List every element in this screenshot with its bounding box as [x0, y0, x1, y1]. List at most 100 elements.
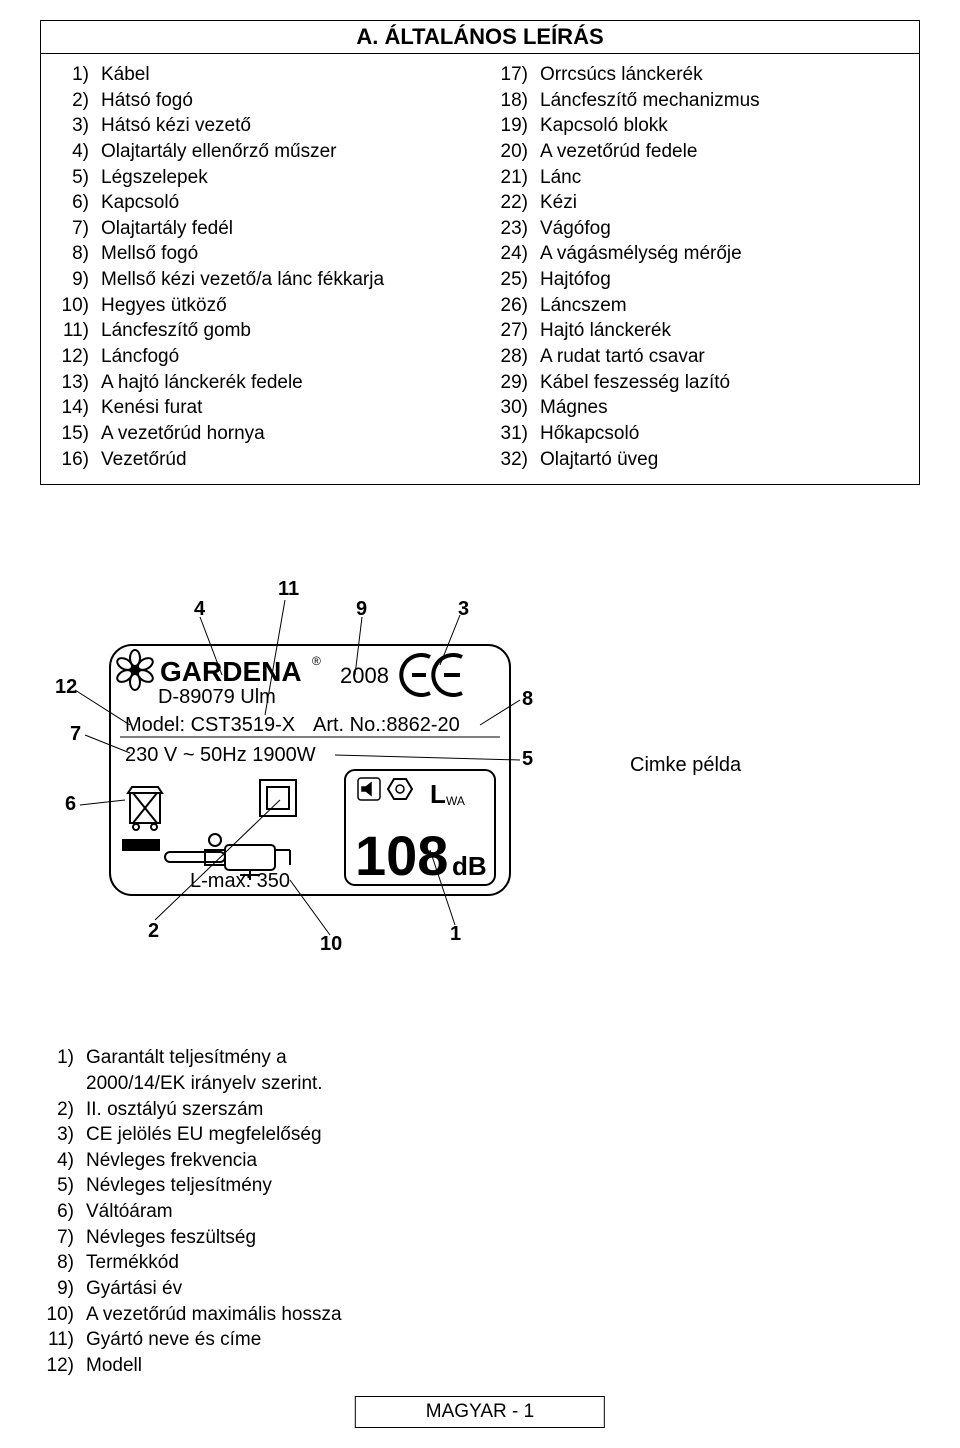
list-item-number: 25): [494, 267, 540, 293]
list-item-label: Lánc: [540, 165, 905, 191]
list-item-label: A vágásmélység mérője: [540, 241, 905, 267]
label-artno: Art. No.:8862-20: [313, 714, 460, 736]
list-item-label: Orrcsúcs lánckerék: [540, 62, 905, 88]
label-model: Model: CST3519-X: [125, 714, 295, 736]
list-item-label: II. osztályú szerszám: [86, 1097, 920, 1123]
list-item: 1)Garantált teljesítmény a2000/14/EK irá…: [40, 1045, 920, 1096]
list-item: 3)CE jelölés EU megfelelőség: [40, 1122, 920, 1148]
list-item-number: 9): [40, 1276, 86, 1302]
list-item: 8)Termékkód: [40, 1250, 920, 1276]
list-item-number: 29): [494, 370, 540, 396]
callout-3: 3: [458, 598, 469, 620]
list-item-number: 10): [55, 293, 101, 319]
list-item-number: 28): [494, 344, 540, 370]
callout-10: 10: [320, 933, 342, 955]
list-item: 16)Vezetőrúd: [55, 447, 466, 473]
list-item-number: 14): [55, 395, 101, 421]
list-item-label: Olajtartály ellenőrző műszer: [101, 139, 466, 165]
list-item: 29)Kábel feszesség lazító: [494, 370, 905, 396]
list-item-number: 24): [494, 241, 540, 267]
list-item-number: 20): [494, 139, 540, 165]
list-item: 30)Mágnes: [494, 395, 905, 421]
list-item-label: Kábel feszesség lazító: [540, 370, 905, 396]
list-item-label: Névleges teljesítmény: [86, 1173, 920, 1199]
list-item-number: 27): [494, 318, 540, 344]
lwa-L: L: [430, 779, 446, 809]
list-item: 4)Olajtartály ellenőrző műszer: [55, 139, 466, 165]
list-item-number: 7): [55, 216, 101, 242]
list-item: 2)II. osztályú szerszám: [40, 1097, 920, 1123]
list-item-label: Hátsó kézi vezető: [101, 113, 466, 139]
list-item: 24)A vágásmélység mérője: [494, 241, 905, 267]
list-item-label: A vezetőrúd hornya: [101, 421, 466, 447]
parts-columns: 1)Kábel2)Hátsó fogó3)Hátsó kézi vezető4)…: [40, 54, 920, 485]
list-item-label: Termékkód: [86, 1250, 920, 1276]
list-item-number: 17): [494, 62, 540, 88]
list-item-number: 21): [494, 165, 540, 191]
list-item-label: Hőkapcsoló: [540, 421, 905, 447]
list-item-number: 8): [55, 241, 101, 267]
list-item-label: Modell: [86, 1353, 920, 1379]
list-item: 17)Orrcsúcs lánckerék: [494, 62, 905, 88]
list-item-number: 7): [40, 1225, 86, 1251]
callout-1: 1: [450, 923, 461, 945]
callout-5: 5: [522, 748, 533, 770]
list-item: 6)Váltóáram: [40, 1199, 920, 1225]
list-item: 3)Hátsó kézi vezető: [55, 113, 466, 139]
list-item-number: 22): [494, 190, 540, 216]
list-item: 12)Modell: [40, 1353, 920, 1379]
list-item-number: 30): [494, 395, 540, 421]
parts-column-right: 17)Orrcsúcs lánckerék18)Láncfeszítő mech…: [480, 54, 919, 484]
list-item-label: Kenési furat: [101, 395, 466, 421]
list-item-number: 12): [55, 344, 101, 370]
list-item: 28)A rudat tartó csavar: [494, 344, 905, 370]
list-item: 19)Kapcsoló blokk: [494, 113, 905, 139]
list-item: 11)Gyártó neve és címe: [40, 1327, 920, 1353]
callout-6: 6: [65, 793, 76, 815]
list-item-number: 9): [55, 267, 101, 293]
label-diagram: GARDENA ® D-89079 Ulm 2008 Model: CST351…: [40, 575, 600, 955]
label-voltage: 230 V ~ 50Hz 1900W: [125, 744, 316, 766]
list-item: 31)Hőkapcsoló: [494, 421, 905, 447]
list-item-label: A vezetőrúd fedele: [540, 139, 905, 165]
label-caption: Cimke példa: [630, 754, 741, 777]
list-item-number: 16): [55, 447, 101, 473]
lwa-sub: WA: [446, 794, 465, 808]
list-item-label: Hajtófog: [540, 267, 905, 293]
list-item: 13)A hajtó lánckerék fedele: [55, 370, 466, 396]
list-item-label: Láncfeszítő mechanizmus: [540, 88, 905, 114]
label-year: 2008: [340, 663, 389, 688]
list-item: 9)Mellső kézi vezető/a lánc fékkarja: [55, 267, 466, 293]
list-item-number: 6): [40, 1199, 86, 1225]
list-item-label: Kábel: [101, 62, 466, 88]
list-item-label: Láncfogó: [101, 344, 466, 370]
list-item: 5)Névleges teljesítmény: [40, 1173, 920, 1199]
label-address: D-89079 Ulm: [158, 686, 276, 708]
list-item-number: 8): [40, 1250, 86, 1276]
callout-2: 2: [148, 920, 159, 942]
list-item-label: Láncszem: [540, 293, 905, 319]
list-item-number: 23): [494, 216, 540, 242]
list-item: 22)Kézi: [494, 190, 905, 216]
list-item-label: Váltóáram: [86, 1199, 920, 1225]
list-item-number: 3): [55, 113, 101, 139]
list-item: 6)Kapcsoló: [55, 190, 466, 216]
callout-11: 11: [278, 578, 299, 600]
list-item: 12)Láncfogó: [55, 344, 466, 370]
list-item: 25)Hajtófog: [494, 267, 905, 293]
list-item-label: Olajtartó üveg: [540, 447, 905, 473]
brand-text: GARDENA: [160, 656, 302, 687]
label-callout-list: 1)Garantált teljesítmény a2000/14/EK irá…: [40, 1045, 920, 1378]
parts-column-left: 1)Kábel2)Hátsó fogó3)Hátsó kézi vezető4)…: [41, 54, 480, 484]
list-item-number: 1): [55, 62, 101, 88]
list-item-label: Légszelepek: [101, 165, 466, 191]
list-item-number: 18): [494, 88, 540, 114]
list-item-number: 15): [55, 421, 101, 447]
list-item-label: Névleges frekvencia: [86, 1148, 920, 1174]
list-item-number: 19): [494, 113, 540, 139]
list-item: 8)Mellső fogó: [55, 241, 466, 267]
brand-reg: ®: [312, 654, 321, 668]
list-item-label: Gyártó neve és címe: [86, 1327, 920, 1353]
list-item: 7)Névleges feszültség: [40, 1225, 920, 1251]
list-item-label: Vágófog: [540, 216, 905, 242]
